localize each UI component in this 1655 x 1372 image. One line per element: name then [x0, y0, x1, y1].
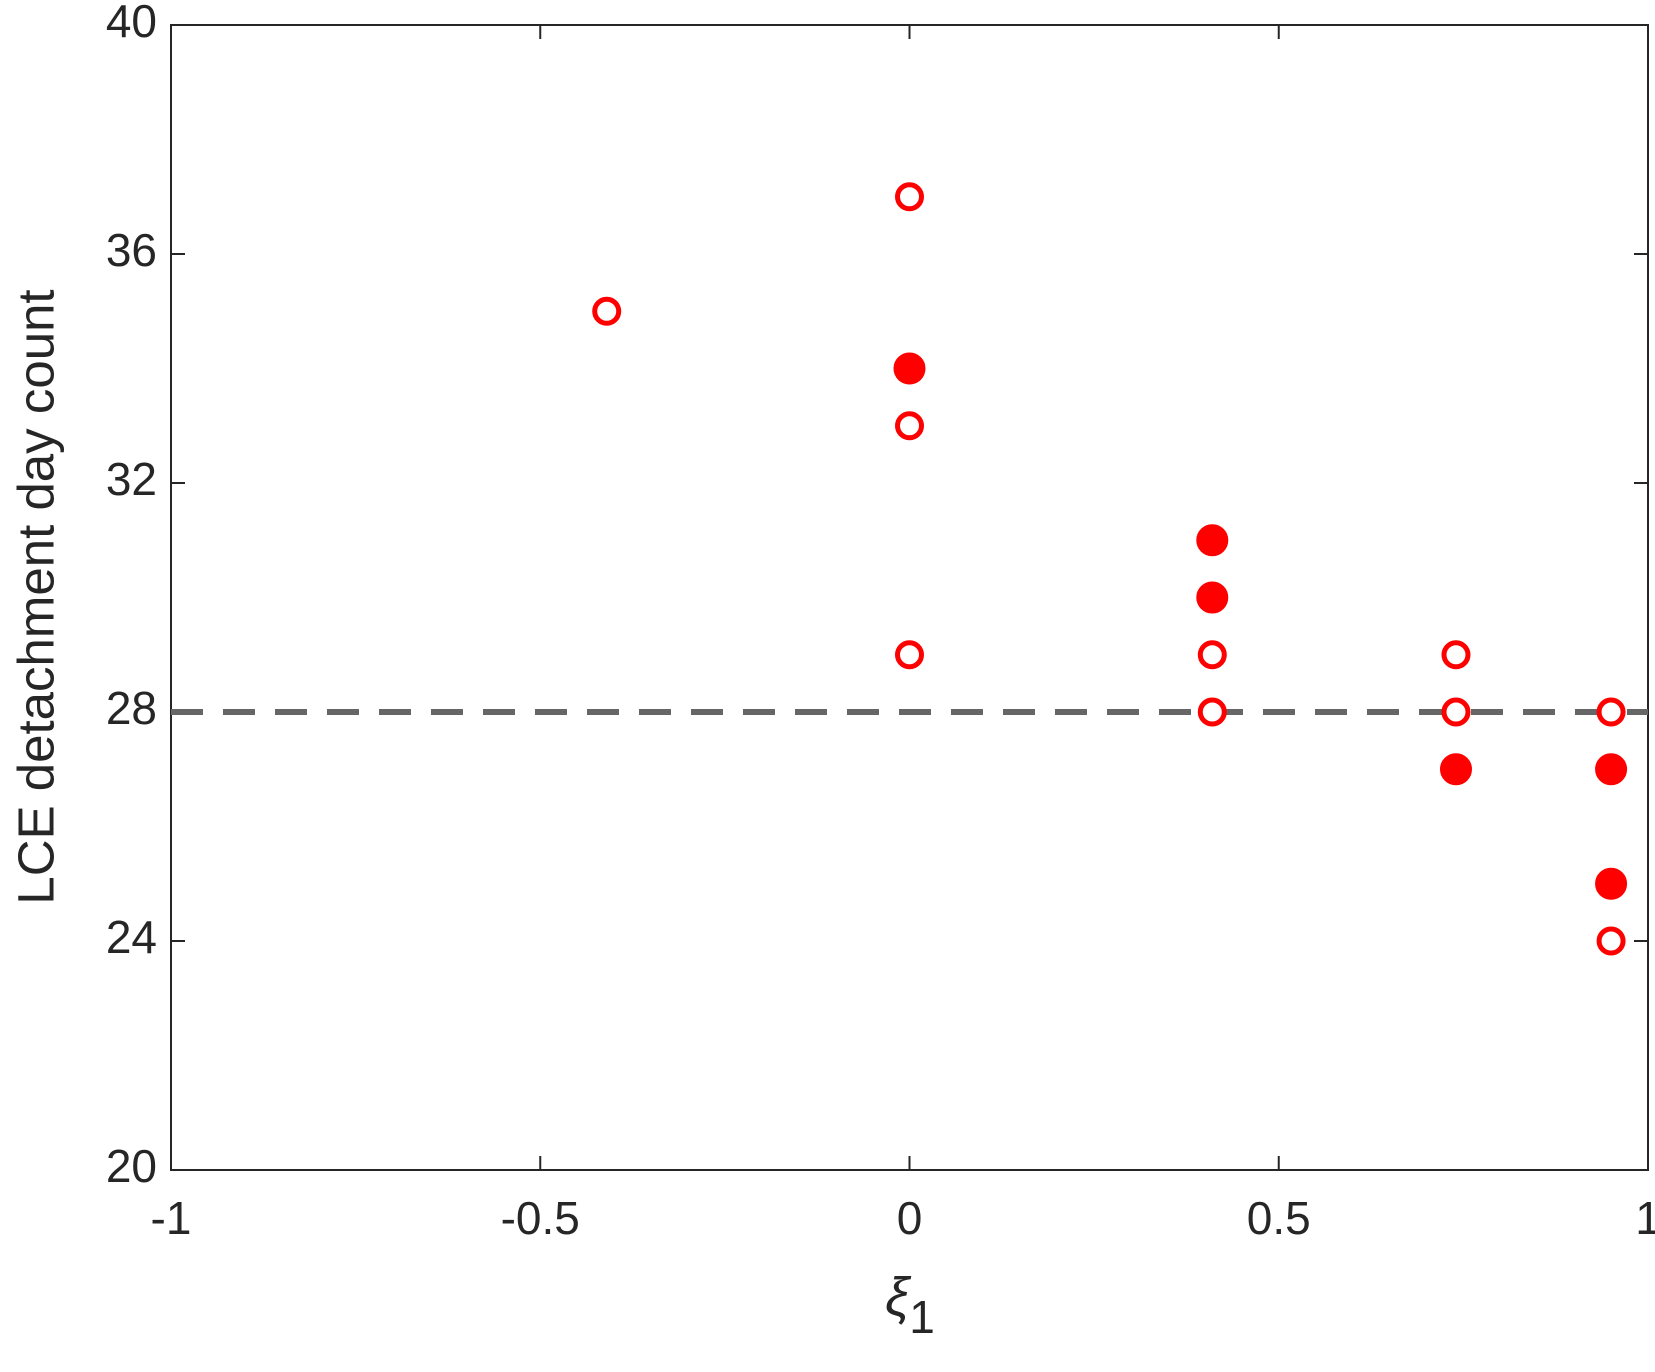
x-axis-label-subscript: 1	[909, 1291, 935, 1343]
x-axis-label: ξ1	[885, 1267, 935, 1343]
point	[895, 640, 924, 670]
point	[1196, 581, 1229, 614]
x-tick-label: 0.5	[1247, 1192, 1311, 1244]
y-axis-label: LCE detachment day count	[7, 289, 64, 904]
y-tick-label: 28	[106, 682, 157, 734]
x-axis-label-symbol: ξ	[885, 1267, 912, 1327]
point	[592, 296, 622, 326]
point	[1197, 640, 1227, 670]
y-tick-label: 24	[106, 911, 157, 963]
point	[1441, 697, 1471, 727]
point	[1196, 524, 1229, 557]
y-tick-label: 36	[106, 224, 157, 276]
x-tick-label: 0	[897, 1192, 923, 1244]
x-tick-label: -1	[151, 1192, 192, 1244]
plot-frame	[170, 24, 1649, 1171]
y-tick-label: 32	[106, 453, 157, 505]
point	[893, 352, 926, 385]
x-tick-label: 1	[1635, 1192, 1655, 1244]
point	[895, 411, 924, 441]
y-tick-label: 40	[106, 0, 157, 47]
x-tick-label: -0.5	[501, 1192, 580, 1244]
point	[895, 182, 924, 212]
point	[1439, 753, 1472, 786]
point	[1595, 867, 1628, 900]
point	[1596, 926, 1626, 956]
point	[1441, 640, 1471, 670]
point	[1197, 697, 1227, 727]
point	[1595, 753, 1628, 786]
point	[1596, 697, 1626, 727]
y-tick-label: 20	[106, 1140, 157, 1192]
